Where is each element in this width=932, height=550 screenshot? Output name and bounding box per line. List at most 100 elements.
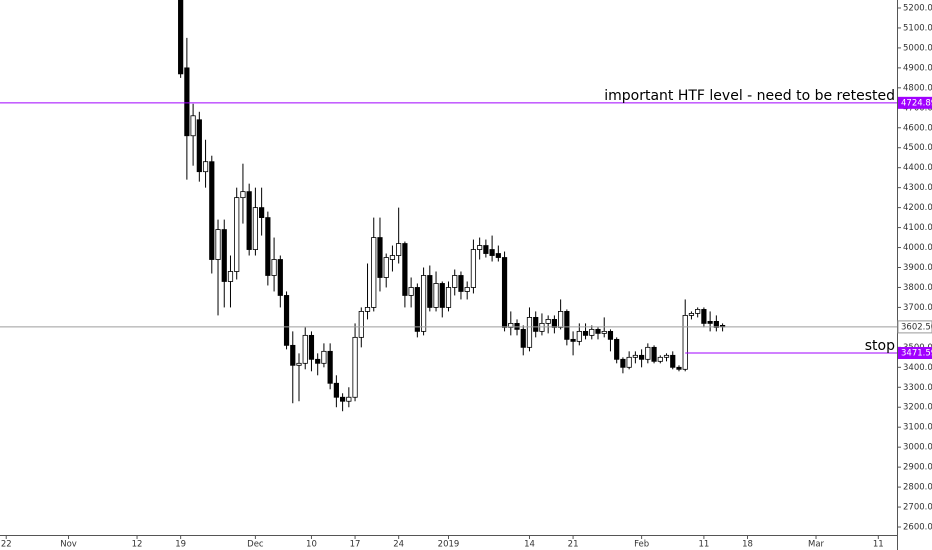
candle-body [184, 67, 190, 137]
x-tick-label: 11 [873, 540, 884, 550]
candle-body [308, 334, 315, 360]
candle-body [520, 328, 526, 348]
x-tick-label: Dec [247, 540, 264, 550]
candle-body [246, 191, 252, 250]
candle-body [464, 287, 470, 292]
x-tick-label: Nov [60, 540, 77, 550]
candle-body [695, 309, 701, 314]
y-tick-label: 3000.00 [903, 443, 932, 453]
candle-body [327, 350, 333, 384]
y-tick-label: 4100.00 [903, 223, 932, 233]
candle-body [414, 287, 420, 332]
candle-body [196, 119, 202, 173]
candle-body [570, 338, 576, 342]
candle-body [389, 255, 396, 260]
y-tick-label: 3400.00 [903, 363, 932, 373]
candle-body [396, 243, 402, 256]
x-tick-label: 24 [393, 540, 404, 550]
candle-body [234, 197, 240, 272]
candle-body [358, 311, 364, 338]
y-tick-label: 5200.00 [903, 3, 932, 13]
level-annotation: stop [865, 338, 895, 354]
plot-area [178, 0, 726, 412]
candle-body [470, 249, 477, 288]
candle-body [315, 358, 321, 364]
candle-body [682, 315, 688, 370]
candle-body [296, 362, 302, 366]
x-tick-label: 19 [175, 540, 186, 550]
candle-body [526, 317, 533, 348]
x-tick-label: 14 [524, 540, 535, 550]
candle-body [445, 287, 452, 308]
candle-body [632, 354, 638, 358]
candle-body [533, 317, 539, 332]
candle-body [259, 207, 265, 218]
candle-body [607, 330, 614, 340]
candle-body [663, 354, 670, 358]
candle-body [582, 330, 589, 336]
candle-body [626, 356, 632, 368]
x-tick-label: 17 [350, 540, 361, 550]
candle-body [340, 396, 346, 402]
y-tick-label: 5100.00 [903, 23, 932, 33]
candle-body [265, 217, 271, 276]
y-tick-label: 3300.00 [903, 383, 932, 393]
candle-body [483, 245, 489, 254]
x-tick-label: 12 [132, 540, 143, 550]
candle-body [346, 396, 352, 402]
y-tick-label: 3900.00 [903, 263, 932, 273]
candle-body [252, 207, 258, 250]
candle-body [433, 283, 439, 308]
y-tick-label: 4900.00 [903, 63, 932, 73]
candle-body [408, 287, 414, 296]
y-tick-label: 4600.00 [903, 123, 932, 133]
candle-body [283, 295, 290, 346]
y-tick-label: 3200.00 [903, 403, 932, 413]
x-tick-label: 11 [698, 540, 709, 550]
candle-body [240, 191, 246, 199]
candle-body [576, 330, 582, 342]
y-tick-label: 4300.00 [903, 183, 932, 193]
y-tick-label: 2900.00 [903, 463, 932, 473]
y-tick-label: 5000.00 [903, 43, 932, 53]
candle-body [701, 309, 707, 324]
candle-body [271, 259, 277, 276]
candle-body [676, 366, 682, 370]
last-price-label: 3602.50 [901, 322, 932, 332]
y-tick-label: 2700.00 [903, 503, 932, 513]
level-badge [898, 96, 932, 109]
y-tick-label: 3100.00 [903, 423, 932, 433]
candle-body [452, 275, 458, 288]
candle-body [209, 161, 215, 260]
candle-body [558, 311, 564, 328]
y-tick-label: 3700.00 [903, 303, 932, 313]
candle-body [439, 283, 445, 308]
level-label: 3471.59 [901, 349, 932, 359]
candle-body [277, 259, 283, 296]
candle-body [202, 161, 209, 173]
candle-body [420, 275, 427, 332]
candle-body [551, 319, 557, 328]
candle-body [302, 334, 308, 364]
y-tick-label: 4000.00 [903, 243, 932, 253]
level-annotation: important HTF level - need to be reteste… [604, 88, 895, 104]
candle-body [352, 336, 358, 398]
x-tick-label: Feb [634, 540, 649, 550]
y-tick-label: 4800.00 [903, 83, 932, 93]
y-tick-label: 4200.00 [903, 203, 932, 213]
candle-body [651, 346, 657, 362]
y-tick-label: 3800.00 [903, 283, 932, 293]
candle-body [545, 319, 551, 324]
candle-body [321, 350, 327, 364]
candle-body [333, 382, 339, 398]
candle-body [595, 328, 601, 334]
candle-body [707, 320, 713, 324]
candle-body [657, 356, 663, 362]
x-tick-label: 10 [306, 540, 317, 550]
x-tick-label: 21 [568, 540, 579, 550]
candle-body [383, 257, 389, 278]
candle-body [620, 358, 626, 368]
candle-body [564, 311, 570, 340]
candle-body [215, 229, 221, 260]
